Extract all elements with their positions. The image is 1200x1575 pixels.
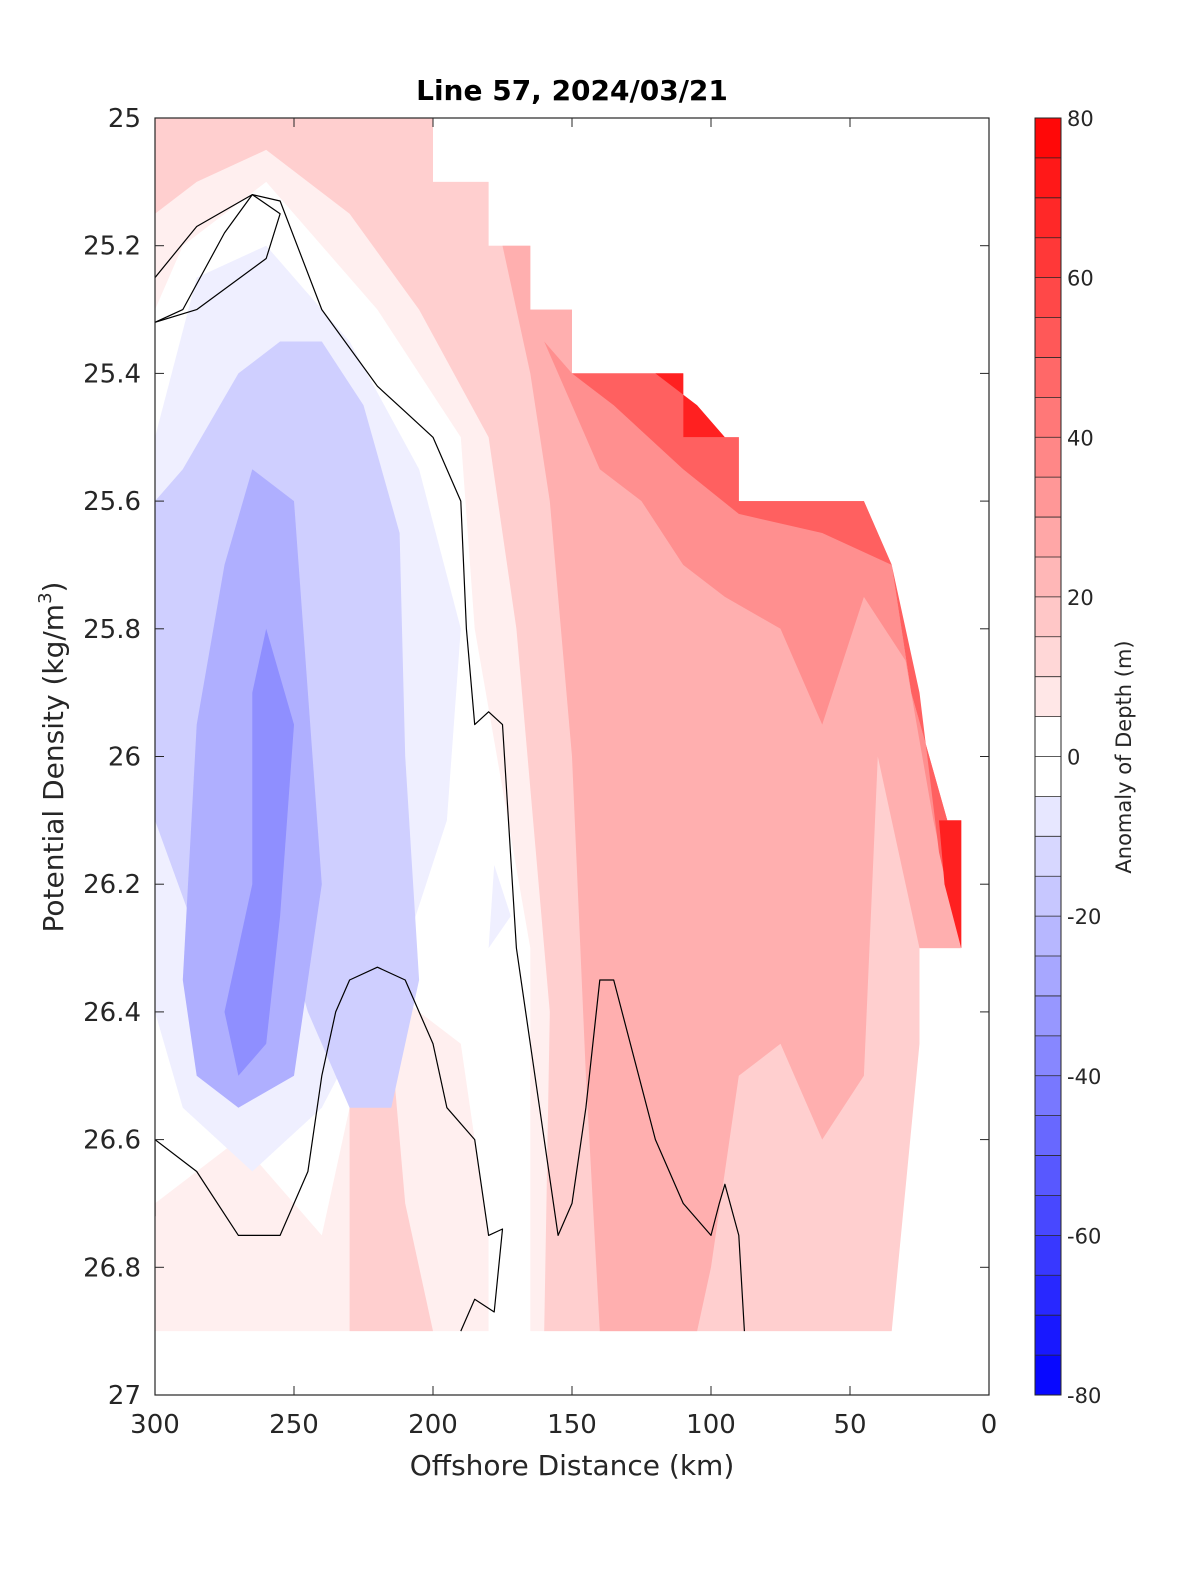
colorbar-step [1035, 277, 1061, 319]
colorbar-tick-label: 20 [1067, 586, 1094, 610]
x-tick-label: 100 [686, 1410, 736, 1440]
y-tick-label: 26.8 [83, 1253, 141, 1283]
colorbar-step [1035, 1195, 1061, 1236]
y-axis-label: Potential Density (kg/m3) [35, 582, 70, 933]
zero-contour-line [155, 194, 745, 1332]
colorbar-step [1035, 317, 1061, 358]
y-tick-label: 25.2 [83, 232, 141, 262]
y-tick-label: 26 [108, 743, 141, 773]
colorbar-step [1035, 636, 1061, 678]
colorbar-step [1035, 995, 1061, 1037]
y-axis-label-sup: 3 [35, 592, 56, 603]
colorbar-step [1035, 796, 1061, 837]
plot-area: 300 250 200 150 100 50 0 2525.225.425.625.8262… [83, 104, 997, 1440]
colorbar-step [1035, 676, 1061, 718]
colorbar-tick-label: 80 [1067, 107, 1094, 131]
colorbar-tick-label: 0 [1067, 746, 1080, 770]
negative-anomaly-region [182, 469, 322, 1108]
colorbar-step [1035, 1155, 1061, 1196]
colorbar-step [1035, 237, 1061, 279]
colorbar-step [1035, 197, 1061, 239]
colorbar-step [1035, 157, 1061, 199]
zero-contour-line [155, 194, 281, 323]
colorbar-step [1035, 876, 1061, 917]
x-axis-ticks: 300 250 200 150 100 50 0 [130, 118, 997, 1440]
y-tick-label: 27 [108, 1381, 141, 1411]
colorbar-step [1035, 836, 1061, 877]
colorbar-step [1035, 118, 1061, 159]
colorbar-step [1035, 956, 1061, 997]
zero-contour-lines [155, 194, 745, 1332]
y-tick-label: 25.6 [83, 487, 141, 517]
colorbar-tick-label: -40 [1067, 1065, 1101, 1089]
y-tick-label: 25.8 [83, 615, 141, 645]
colorbar-step [1035, 556, 1061, 598]
chart-title: Line 57, 2024/03/21 [416, 74, 728, 107]
y-tick-label: 25 [108, 104, 141, 134]
x-tick-label: 150 [547, 1410, 597, 1440]
colorbar-step [1035, 1035, 1061, 1077]
colorbar-step [1035, 1115, 1061, 1157]
colorbar-tick-label: 40 [1067, 426, 1094, 450]
colorbar-step [1035, 1355, 1061, 1396]
colorbar-steps [1035, 118, 1061, 1396]
colorbar-step [1035, 397, 1061, 438]
colorbar-step [1035, 916, 1061, 957]
colorbar-frame [1034, 117, 1062, 1396]
positive-anomaly-region [349, 1043, 433, 1332]
positive-anomaly-region [572, 373, 962, 949]
colorbar-step [1035, 1315, 1061, 1356]
zero-contour-line [155, 966, 504, 1332]
colorbar-step [1035, 517, 1061, 558]
negative-anomaly-region [224, 628, 294, 1076]
colorbar-step [1035, 1235, 1061, 1276]
colorbar-step [1035, 716, 1061, 757]
colorbar-tick-label: -60 [1067, 1224, 1101, 1248]
colorbar-step [1035, 357, 1061, 398]
colorbar-tick-label: -20 [1067, 905, 1101, 929]
x-tick-label: 200 [408, 1410, 458, 1440]
y-axis-label-main: Potential Density (kg/m [37, 604, 70, 933]
colorbar-ticks: 80 60 40 20 0 -20 -40 -60 -80 [1067, 107, 1101, 1408]
y-tick-label: 26.4 [83, 998, 141, 1028]
y-axis-ticks: 25 25.2 25.4 25.6 25.8 26 26.2 26.4 26.6 26.8 27 [83, 104, 989, 1411]
colorbar-step [1035, 756, 1061, 797]
positive-anomaly-region [655, 373, 725, 438]
negative-anomaly-region [488, 865, 511, 949]
colorbar-step [1035, 596, 1061, 638]
colorbar-label: Anomaly of Depth (m) [1112, 640, 1136, 873]
colorbar-tick-label: -80 [1067, 1384, 1101, 1408]
positive-anomaly-region [939, 820, 962, 949]
colorbar-step [1035, 437, 1061, 478]
x-axis-label: Offshore Distance (km) [410, 1449, 735, 1482]
colorbar: 80 60 40 20 0 -20 -40 -60 -80 Anomaly of Depth (… [1034, 107, 1136, 1408]
x-tick-label: 0 [981, 1410, 998, 1440]
colorbar-step [1035, 1075, 1061, 1117]
positive-anomaly-region [544, 341, 962, 949]
y-tick-label: 25.4 [83, 359, 141, 389]
y-tick-label: 26.6 [83, 1126, 141, 1156]
anomaly-fill-regions [155, 118, 962, 1332]
colorbar-tick-label: 60 [1067, 267, 1094, 291]
y-tick-label: 26.2 [83, 870, 141, 900]
x-tick-label: 50 [833, 1410, 866, 1440]
x-tick-label: 250 [269, 1410, 319, 1440]
y-axis-label-close: ) [37, 582, 70, 593]
x-tick-label: 300 [130, 1410, 180, 1440]
colorbar-step [1035, 477, 1061, 518]
colorbar-step [1035, 1275, 1061, 1316]
